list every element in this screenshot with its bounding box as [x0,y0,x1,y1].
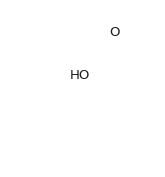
Text: O: O [109,26,119,39]
Text: F: F [163,145,165,158]
Text: HO: HO [70,69,90,82]
